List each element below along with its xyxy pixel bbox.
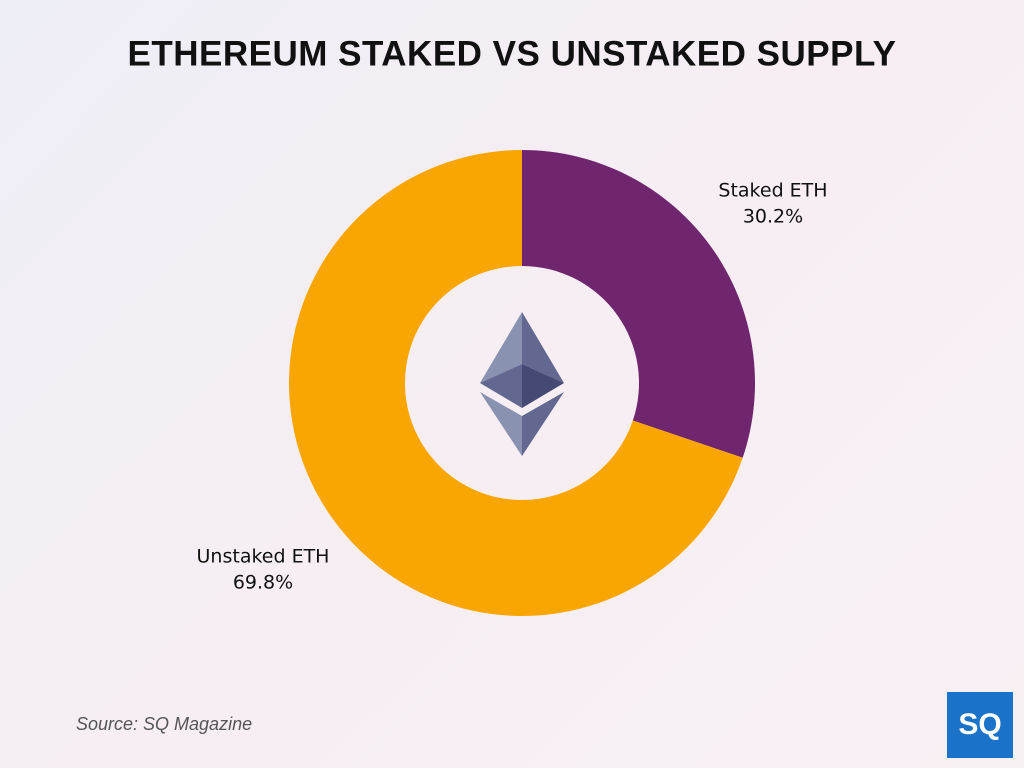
slice-label: Unstaked ETH (197, 546, 330, 568)
source-note: Source: SQ Magazine (76, 714, 252, 734)
ethereum-icon (480, 312, 564, 456)
slice (288, 150, 743, 616)
donut (288, 150, 755, 616)
slice-label: Staked ETH (718, 180, 827, 202)
slice-value-label: 30.2% (743, 206, 803, 228)
slice-value-label: 69.8% (233, 572, 293, 594)
logo-text: SQ (958, 708, 1001, 741)
chart-title: ETHEREUM STAKED VS UNSTAKED SUPPLY (128, 34, 897, 73)
slice (522, 150, 755, 458)
logo-box (947, 692, 1013, 758)
